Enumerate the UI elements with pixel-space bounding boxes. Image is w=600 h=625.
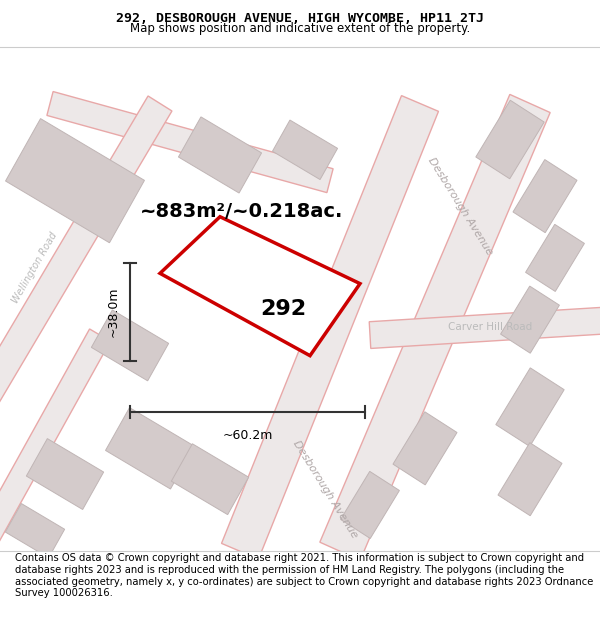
Text: ~38.0m: ~38.0m [107, 287, 120, 337]
Polygon shape [172, 444, 248, 514]
Text: Desborough Avenue: Desborough Avenue [426, 156, 494, 257]
Polygon shape [26, 439, 104, 509]
Polygon shape [221, 96, 439, 559]
Polygon shape [0, 96, 172, 414]
Text: ~60.2m: ~60.2m [223, 429, 272, 442]
Polygon shape [106, 408, 194, 489]
Polygon shape [341, 471, 400, 539]
Polygon shape [500, 286, 559, 353]
Text: Wellington Road: Wellington Road [11, 231, 59, 306]
Polygon shape [498, 442, 562, 516]
Text: Desborough Avenue: Desborough Avenue [291, 439, 359, 540]
Text: ~883m²/~0.218ac.: ~883m²/~0.218ac. [140, 202, 343, 221]
Text: 292: 292 [260, 299, 306, 319]
Polygon shape [0, 329, 110, 558]
Polygon shape [476, 100, 544, 179]
Polygon shape [393, 412, 457, 485]
Polygon shape [5, 504, 65, 558]
Polygon shape [160, 217, 360, 356]
Text: 292, DESBOROUGH AVENUE, HIGH WYCOMBE, HP11 2TJ: 292, DESBOROUGH AVENUE, HIGH WYCOMBE, HP… [116, 12, 484, 25]
Polygon shape [320, 94, 550, 561]
Polygon shape [369, 306, 600, 349]
Polygon shape [272, 120, 338, 179]
Polygon shape [91, 310, 169, 381]
Text: Carver Hill Road: Carver Hill Road [448, 322, 532, 332]
Polygon shape [5, 119, 145, 242]
Polygon shape [178, 117, 262, 193]
Text: Contains OS data © Crown copyright and database right 2021. This information is : Contains OS data © Crown copyright and d… [15, 554, 593, 598]
Polygon shape [513, 159, 577, 232]
Text: Map shows position and indicative extent of the property.: Map shows position and indicative extent… [130, 22, 470, 35]
Polygon shape [47, 91, 333, 192]
Polygon shape [496, 368, 564, 446]
Polygon shape [526, 224, 584, 291]
